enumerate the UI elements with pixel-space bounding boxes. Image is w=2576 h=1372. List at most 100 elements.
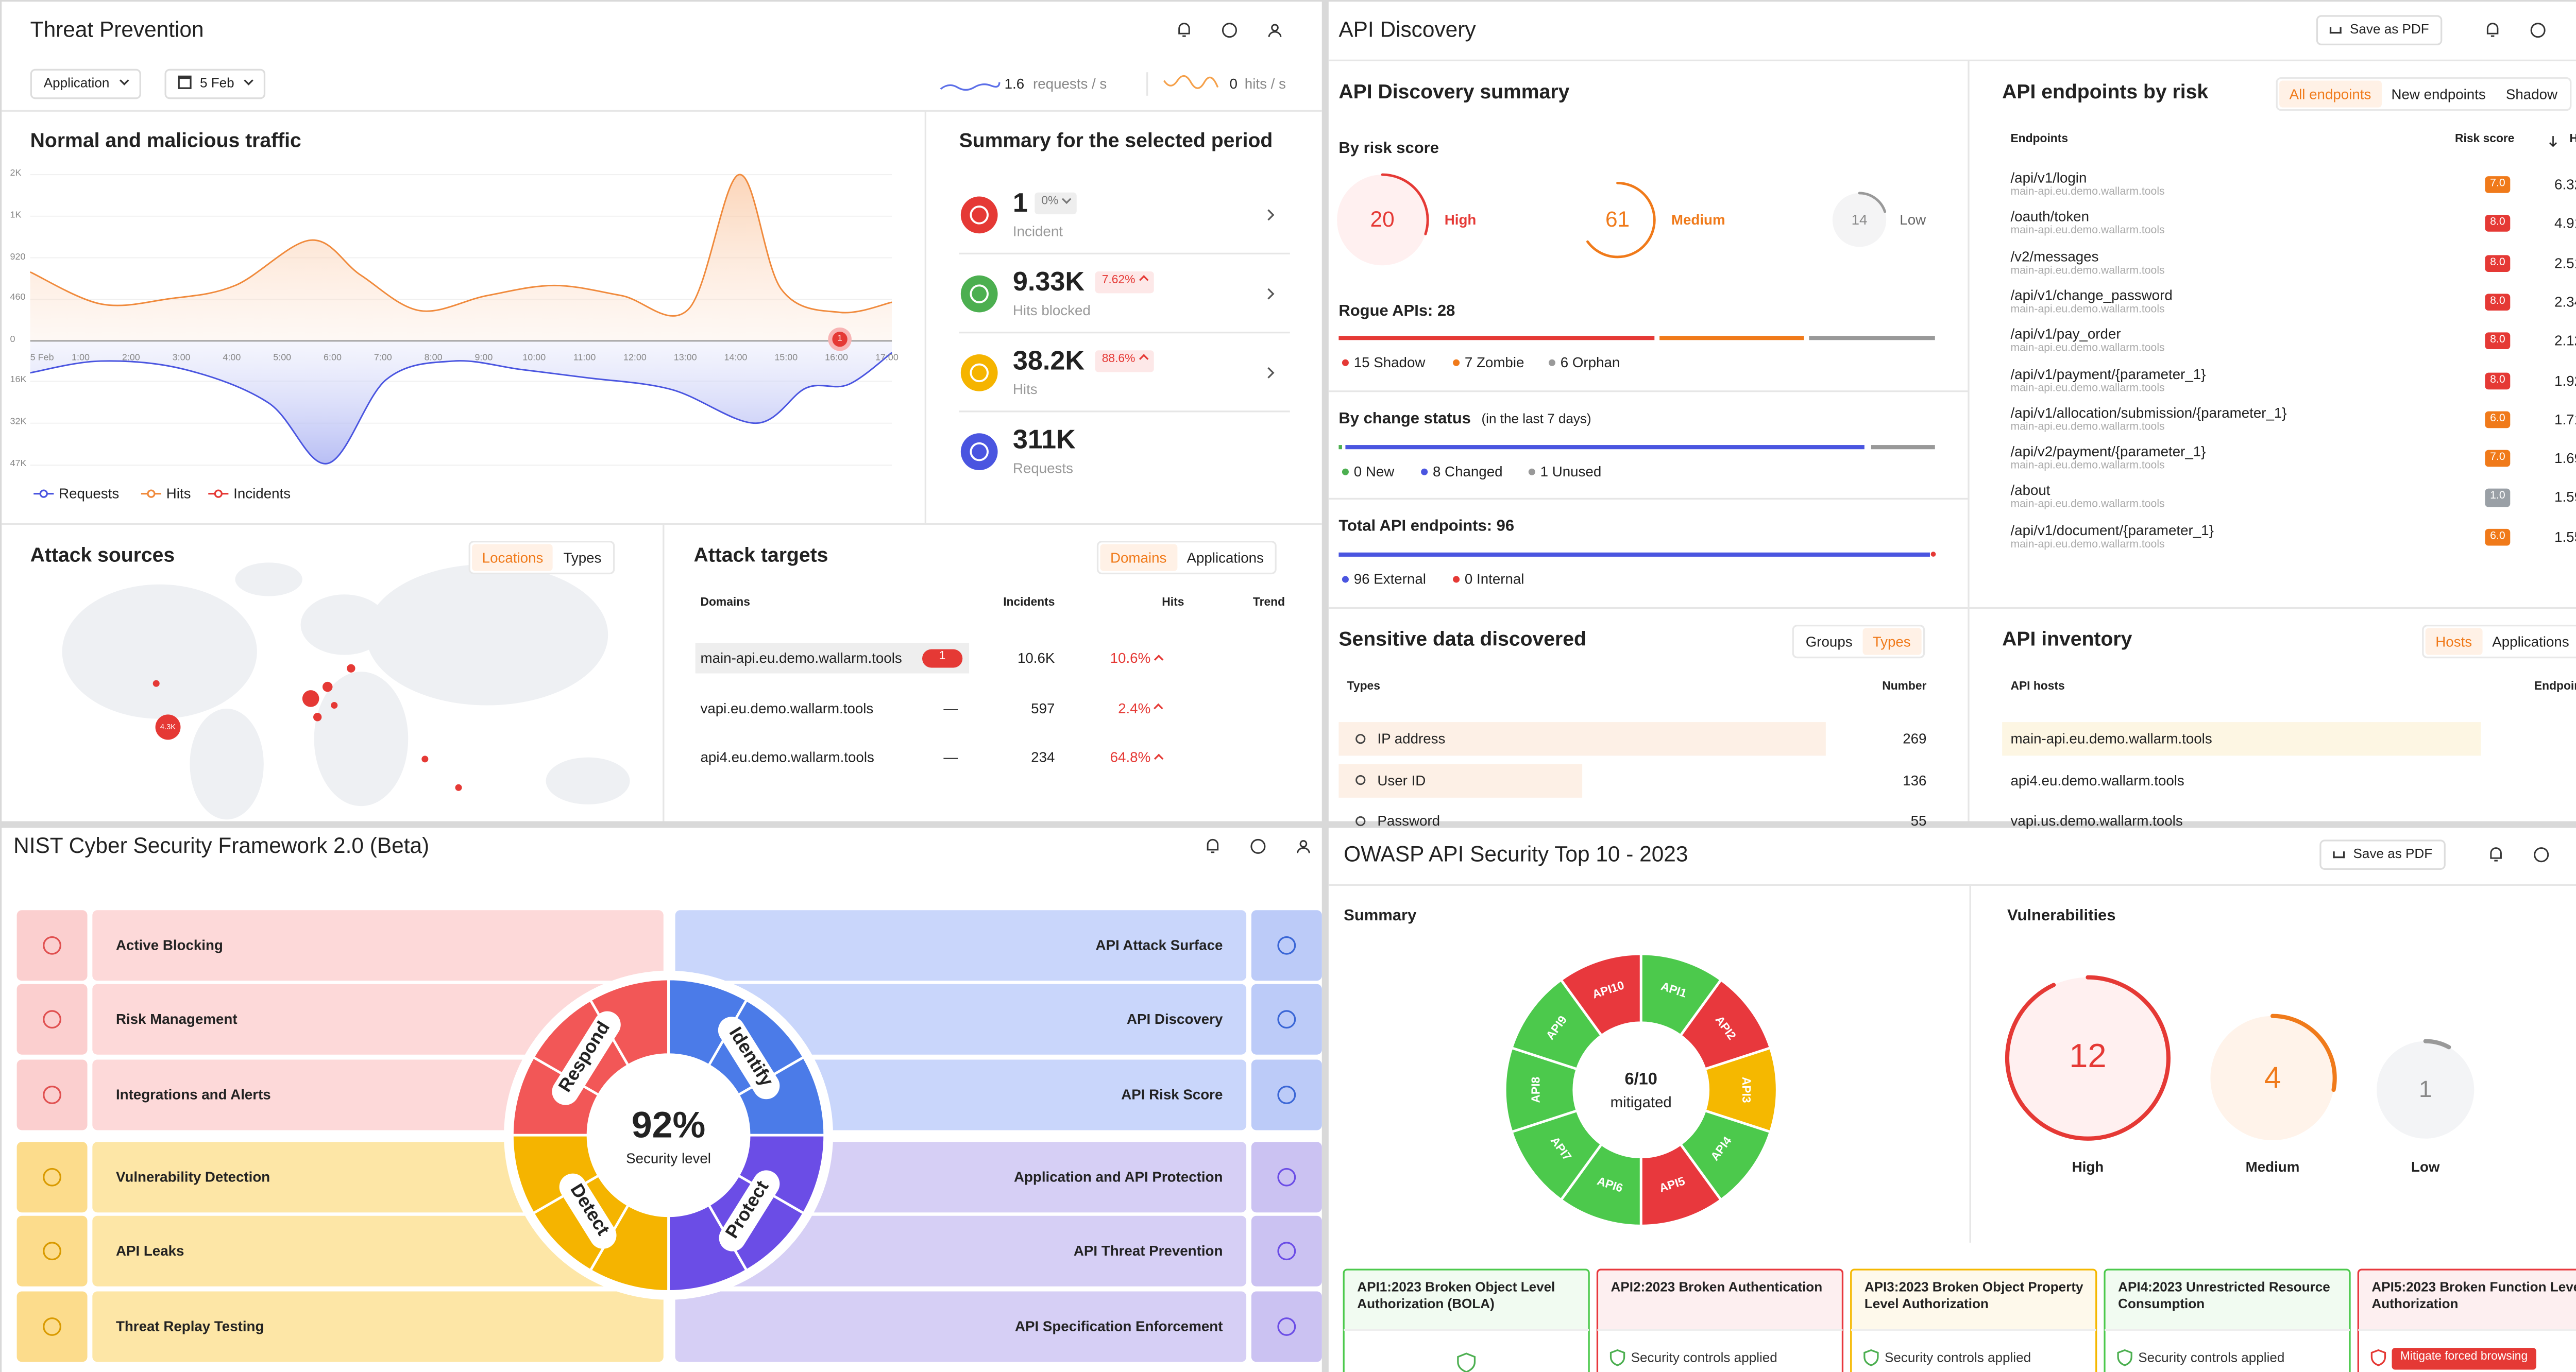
row-bar [1338, 764, 1583, 798]
chevron [1267, 209, 1275, 221]
column-header: API hosts [2010, 681, 2065, 693]
tab[interactable]: Domains [1100, 544, 1177, 571]
tab[interactable]: Applications [2492, 633, 2569, 650]
tab[interactable]: All endpoints [2279, 80, 2381, 108]
shield-icon [1609, 1349, 1625, 1366]
map-land [235, 562, 302, 596]
section-title: Normal and malicious traffic [30, 128, 301, 152]
category-icon [43, 1010, 61, 1029]
tab[interactable]: Shadow [2505, 85, 2558, 102]
x-tick-label: 7:00 [374, 353, 392, 364]
domain: vapi.eu.demo.wallarm.tools [700, 699, 874, 716]
risk-segment [1559, 952, 1642, 1038]
data-type: IP address [1377, 730, 1446, 747]
category-label: API Attack Surface [1095, 936, 1223, 954]
column-header: Domains [700, 597, 750, 609]
risk-badge: 8.0 [2485, 294, 2511, 311]
button[interactable]: Save as PDF [2319, 839, 2446, 870]
tab[interactable]: Applications [1187, 549, 1264, 566]
requests-line [30, 352, 893, 465]
risk-count: 14 [1851, 211, 1868, 228]
vulnerability-count: 1 [2419, 1075, 2432, 1102]
button[interactable]: Application [30, 68, 142, 99]
function-row [92, 910, 664, 981]
hits-line [30, 174, 892, 317]
tab[interactable]: Hosts [2425, 628, 2482, 655]
tab[interactable]: New endpoints [2391, 85, 2486, 102]
legend-label: 96 External [1353, 570, 1426, 588]
panel-title: OWASP API Security Top 10 - 2023 [1344, 841, 1688, 867]
legend-label: 7 Zombie [1464, 353, 1524, 371]
bell-icon [1207, 838, 1219, 853]
incident-marker [832, 331, 848, 347]
legend-dot [1453, 359, 1460, 366]
x-tick-label: 2:00 [122, 353, 140, 364]
tab[interactable]: Locations [472, 544, 553, 571]
tab-group: Locations Types [468, 540, 615, 575]
hits: 2.34K [2554, 293, 2576, 310]
category-icon [43, 1168, 61, 1187]
ring-bg [1580, 183, 1655, 257]
category-label: Integrations and Alerts [115, 1086, 271, 1103]
summary-label: Incident [1012, 222, 1063, 240]
bar-segment [1338, 445, 1342, 450]
map-land [300, 594, 388, 655]
subsection-note: (in the last 7 days) [1481, 411, 1591, 427]
column-header: Trend [1252, 597, 1285, 609]
category-label: Threat Replay Testing [115, 1317, 264, 1335]
button[interactable]: 5 Feb [164, 68, 266, 99]
hits: 1.55K [2554, 528, 2576, 545]
ring-bg [2210, 1016, 2335, 1141]
risk-badge: 8.0 [2485, 215, 2511, 233]
tab[interactable]: Types [1862, 628, 1921, 655]
icon-box [1251, 1059, 1322, 1130]
legend-marker [147, 489, 156, 498]
column-header: Number [1882, 681, 1927, 693]
subsection-title: Total API endpoints: 96 [1338, 517, 1515, 536]
risk-badge: 8.0 [2485, 372, 2511, 389]
ring-arc [1335, 173, 1429, 267]
hits: 10.6K [1017, 649, 1055, 666]
vulnerability-label: Low [2411, 1158, 2440, 1175]
vulnerability-count: 12 [2069, 1038, 2107, 1076]
card [1596, 1268, 1844, 1372]
section-title: Sensitive data discovered [1338, 627, 1586, 651]
summary-icon-glyph [970, 442, 989, 461]
column-header: Hits [1162, 597, 1184, 609]
requests-area [30, 340, 892, 464]
category-icon [43, 1242, 61, 1261]
mitigated-count: 6/10 [1624, 1071, 1657, 1090]
endpoint-host: main-api.eu.demo.wallarm.tools [2010, 342, 2165, 355]
help-icon [1250, 838, 1266, 854]
risk-label: Medium [1671, 211, 1725, 228]
tab[interactable]: Types [563, 549, 602, 566]
summary-value: 311K [1012, 426, 1076, 455]
chevron [1267, 288, 1275, 300]
tab[interactable]: Groups [1805, 633, 1853, 650]
button[interactable]: Save as PDF [2316, 15, 2443, 46]
subsection-title: By change status [1338, 409, 1471, 428]
map-land [366, 564, 608, 706]
column-header: Risk score [2455, 133, 2515, 146]
legend-label: 0 Internal [1464, 570, 1524, 588]
bell-icon [1178, 23, 1190, 37]
hits: 597 [1031, 699, 1055, 716]
icon-box [1251, 1215, 1322, 1287]
y-tick-label: 32K [10, 417, 27, 428]
ring-bg [2377, 1041, 2475, 1139]
hits-area [30, 174, 892, 341]
ring-bg [1832, 193, 1887, 247]
hits: 1.92K [2554, 371, 2576, 388]
attack-source-dot [302, 690, 319, 707]
category-icon [43, 1317, 61, 1336]
function-row [92, 1291, 664, 1362]
risk-badge: 6.0 [2485, 528, 2511, 545]
hits: 4.91K [2554, 215, 2576, 232]
category-icon [1277, 1317, 1296, 1336]
legend-dot [1342, 576, 1349, 583]
hits: 2.51K [2554, 254, 2576, 271]
help-icon [1222, 23, 1237, 38]
category-label: Vulnerability Detection [115, 1168, 270, 1186]
summary-icon [960, 275, 998, 313]
